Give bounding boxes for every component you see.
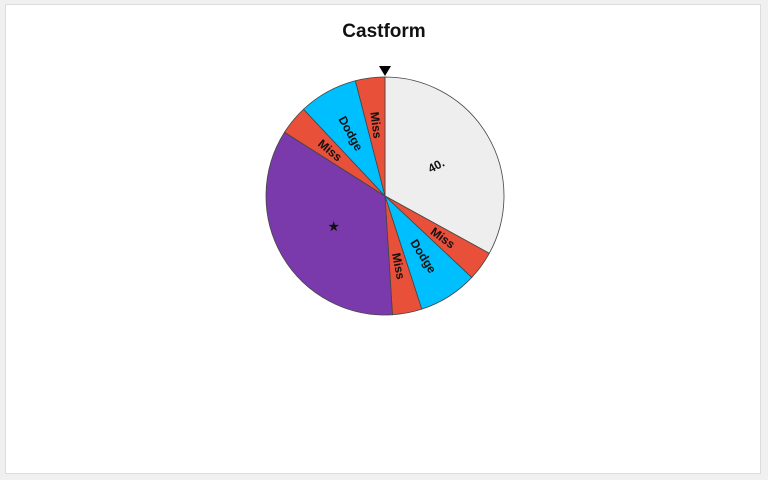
wheel-segment (265, 131, 393, 316)
wheel-segment (384, 76, 505, 254)
wheel-segment-label: Miss (389, 252, 408, 281)
game-frame: Castform 40. Miss Dodge Miss ★ Miss Dodge Miss (5, 4, 761, 474)
wheel-segments (265, 76, 505, 316)
wheel-segment-label: Miss (367, 111, 384, 140)
pokemon-name-title: Castform (342, 21, 426, 42)
wheel-segment-label: 40. (426, 156, 447, 176)
down-triangle-pointer-icon (379, 66, 391, 76)
star-icon: ★ (328, 219, 339, 233)
wheel-segment (354, 76, 386, 197)
